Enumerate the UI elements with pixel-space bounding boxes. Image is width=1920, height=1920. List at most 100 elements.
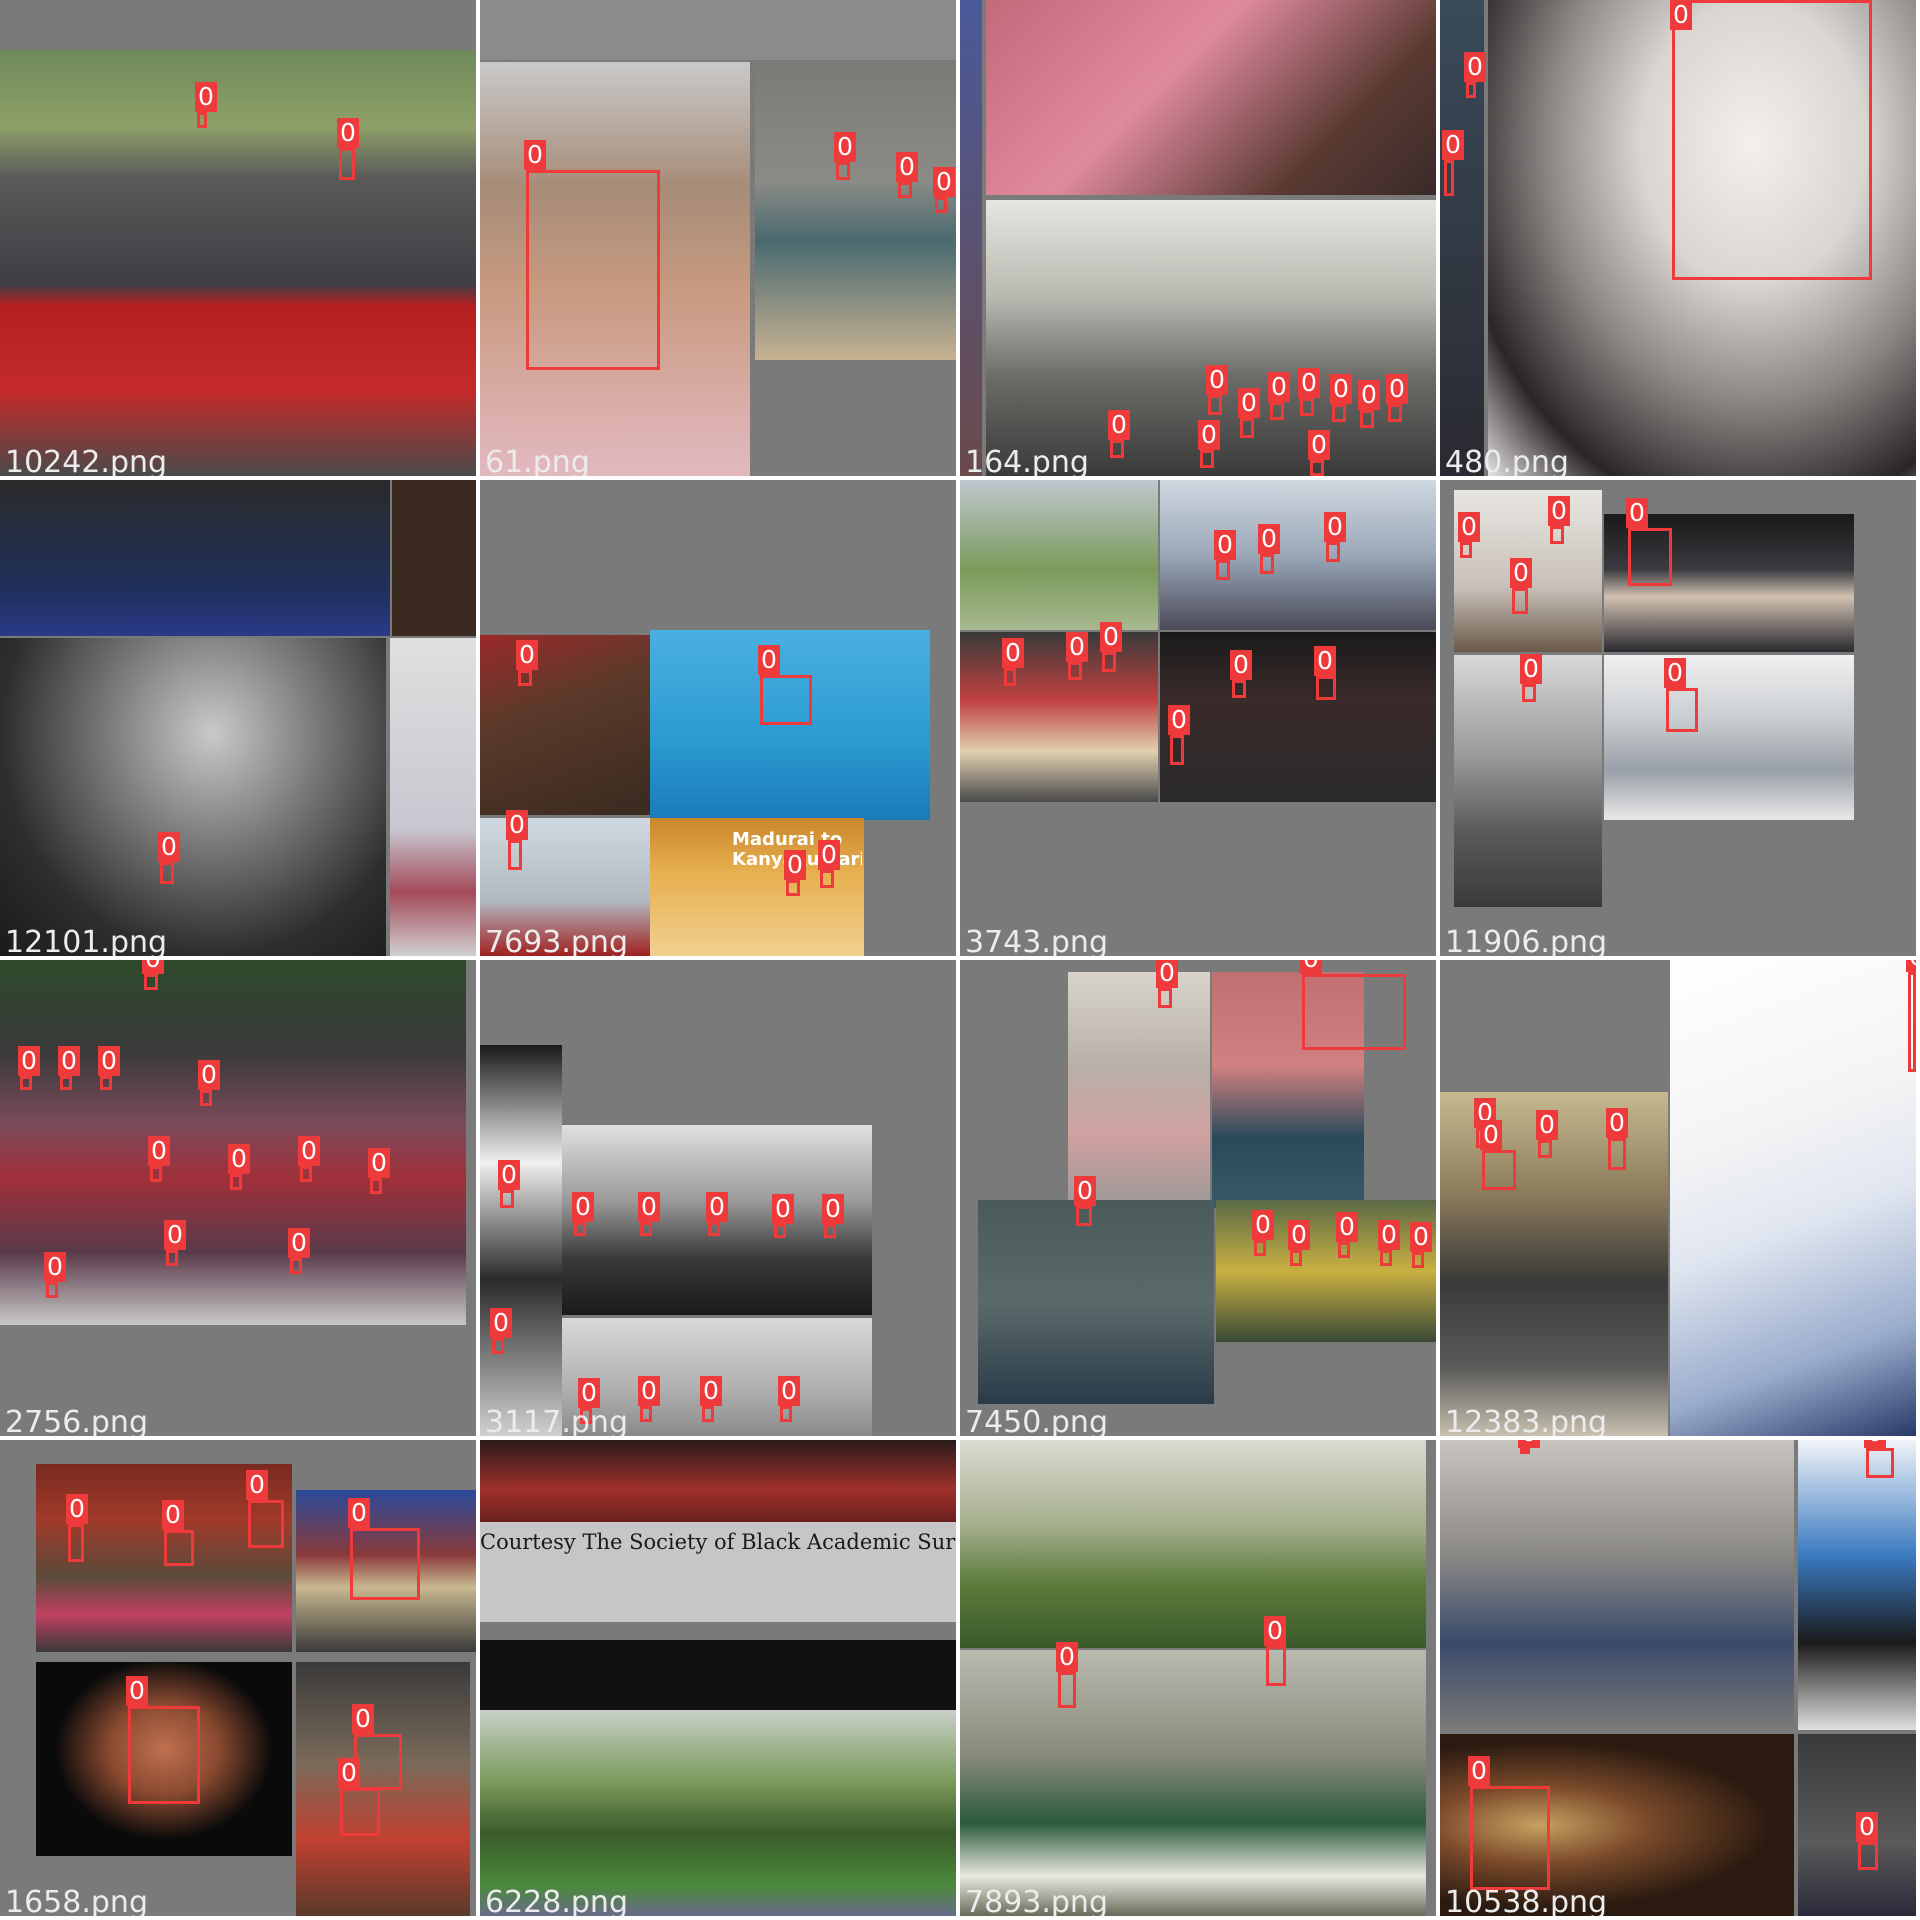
detection-box: 0 (498, 1160, 520, 1208)
photo-patch (1440, 1734, 1794, 1916)
detection-box: 0 (98, 1046, 120, 1090)
tile: 0 0 0 0 0 0 11906.png (1440, 480, 1916, 956)
detection-box: 0 (1856, 1812, 1878, 1870)
detection-box: 0 (288, 1228, 310, 1274)
detection-box: 0 (148, 1136, 170, 1182)
detection-box: 0 (338, 1758, 380, 1836)
detection-box: 0 (1258, 524, 1280, 574)
photo-patch (1440, 1092, 1668, 1436)
photo-patch (480, 1045, 562, 1436)
photo-patch (296, 1490, 476, 1652)
detection-box: 0 (337, 118, 359, 180)
filename-label: 480.png (1445, 445, 1569, 477)
detection-box: 0 (44, 1252, 66, 1298)
filename-label: 1658.png (5, 1885, 148, 1917)
photo-patch (480, 1522, 956, 1622)
detection-box: 0 (1606, 1108, 1628, 1170)
filename-label: 164.png (965, 445, 1089, 477)
detection-box: 0 (352, 1704, 402, 1790)
detection-box: 0 (1264, 1616, 1286, 1686)
tile: 0 0 0 0 10538.png (1440, 1440, 1916, 1916)
detection-box: 0 (1314, 646, 1336, 700)
detection-box: 0 (142, 960, 164, 990)
filename-label: 61.png (485, 445, 590, 477)
detection-box: 0 (164, 1220, 186, 1266)
filename-label: 3117.png (485, 1405, 628, 1437)
detection-box: 0 (1626, 498, 1672, 586)
photo-patch (960, 632, 1158, 802)
photo-patch (392, 480, 476, 636)
detection-box: 0 (784, 850, 806, 896)
detection-box: 0 (195, 82, 217, 128)
detection-box: 0 (228, 1144, 250, 1190)
detection-box: 0 (1664, 658, 1698, 732)
detection-box: 0 (834, 132, 856, 180)
detection-box: 0 (1330, 374, 1352, 422)
tile: 0 0 0 0 61.png (480, 0, 956, 476)
filename-label: 6228.png (485, 1885, 628, 1917)
detection-box: 0 (1288, 1220, 1310, 1266)
detection-box: 0 (66, 1494, 88, 1562)
detection-box: 0 (1156, 960, 1178, 1008)
photo-patch (0, 480, 390, 636)
photo-patch (986, 0, 1436, 195)
detection-box: 0 (490, 1308, 512, 1354)
detection-box: 0 (578, 1378, 600, 1424)
caption-banner: Courtesy The Society of Black Academic S… (480, 1530, 956, 1554)
detection-box: 0 (1300, 960, 1406, 1050)
detection-box: 0 (516, 640, 538, 686)
filename-label: 11906.png (1445, 925, 1608, 957)
photo-patch (960, 1440, 1426, 1648)
detection-box: 0 (1056, 1642, 1078, 1708)
tile: 0 0 0 0 0 0 0 0 0 3743.png (960, 480, 1436, 956)
detection-box: 0 (1074, 1176, 1096, 1226)
photo-patch (480, 0, 956, 60)
photo-patch (480, 635, 650, 815)
photo-patch (1160, 480, 1436, 630)
photo-patch (480, 1710, 956, 1916)
detection-box: 0 (1468, 1756, 1550, 1890)
photo-patch (1068, 972, 1210, 1208)
photo-patch (0, 638, 386, 956)
photo-patch (960, 480, 1158, 630)
detection-box: 0 (706, 1192, 728, 1236)
detection-box: 0 (298, 1136, 320, 1182)
photo-patch (0, 50, 476, 476)
photo-patch (1216, 1200, 1436, 1342)
filename-label: 3743.png (965, 925, 1108, 957)
tile: 0 0 0 0 0 0 0 0 0 0 0 3117.png (480, 960, 956, 1436)
filename-label: 7693.png (485, 925, 628, 957)
tile: 0 0 0 0 0 0 0 0 7450.png (960, 960, 1436, 1436)
photo-patch (1440, 1440, 1794, 1730)
detection-box: 0 (246, 1470, 284, 1548)
photo-patch (1488, 0, 1916, 476)
photo-patch (650, 630, 930, 820)
photo-patch (1212, 972, 1364, 1208)
detection-box: 0 (1518, 1440, 1540, 1454)
detection-box: 0 (1002, 638, 1024, 686)
filename-label: 7893.png (965, 1885, 1108, 1917)
detection-box: 0 (1324, 512, 1346, 562)
detection-box: 0 (778, 1376, 800, 1422)
photo-patch (1604, 655, 1854, 820)
detection-box: 0 (896, 152, 918, 198)
detection-box: 0 (1464, 52, 1486, 98)
detection-box: 0 (1864, 1440, 1894, 1478)
filename-label: 10538.png (1445, 1885, 1608, 1917)
filename-label: 2756.png (5, 1405, 148, 1437)
tile: 0 0 10242.png (0, 0, 476, 476)
filename-label: 10242.png (5, 445, 168, 477)
detection-box: 0 (1066, 632, 1088, 680)
tile: Madurai to Kanyakumari 0 0 0 0 0 7693.pn… (480, 480, 956, 956)
detection-box: 0 (1358, 380, 1380, 428)
detection-box: 0 (1670, 0, 1872, 280)
detection-box: 0 (772, 1194, 794, 1238)
detection-box: 0 (198, 1060, 220, 1106)
photo-patch (978, 1200, 1214, 1404)
detection-box: 0 (368, 1148, 390, 1194)
detection-box: 0 (58, 1046, 80, 1090)
detection-box: 0 (1230, 650, 1252, 698)
detection-box: 0 (1548, 496, 1570, 544)
photo-patch (0, 960, 466, 1325)
